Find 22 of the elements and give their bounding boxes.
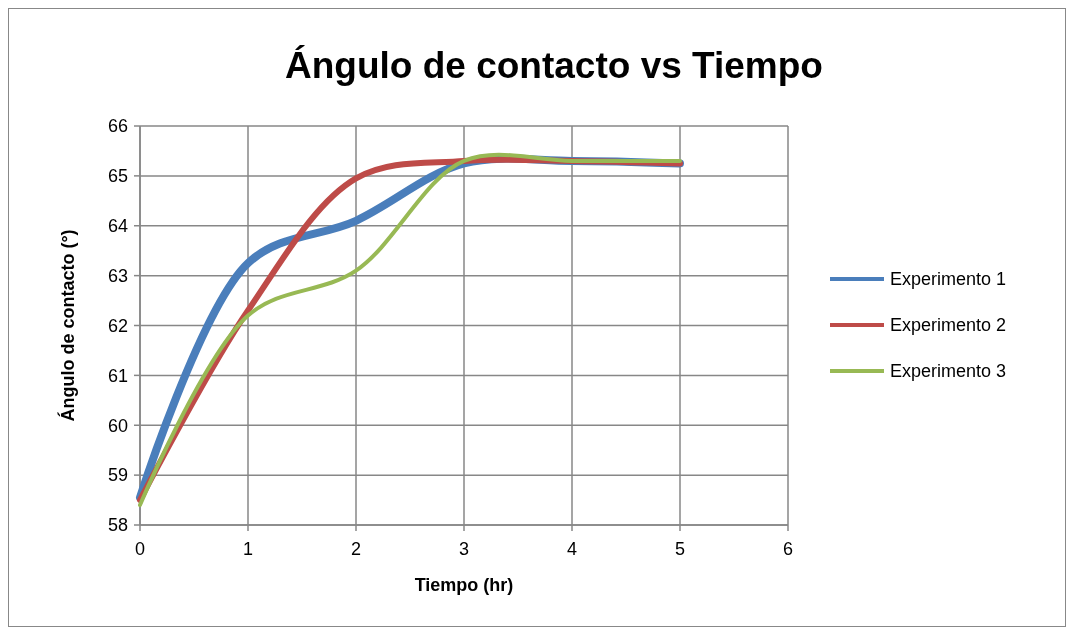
- x-tick-label: 4: [566, 539, 578, 559]
- y-tick-label: 65: [107, 166, 128, 187]
- x-tick-label: 0: [134, 539, 146, 559]
- x-axis-title: Tiempo (hr): [414, 575, 514, 595]
- x-tick-label: 1: [242, 539, 254, 559]
- legend-label: Experimento 1: [890, 269, 1007, 290]
- y-tick-label: 61: [107, 365, 128, 386]
- x-tick-label: 5: [674, 539, 686, 559]
- x-tick-label: 6: [782, 539, 794, 559]
- y-tick-label: 62: [107, 315, 128, 336]
- chart-title: Ángulo de contacto vs Tiempo: [285, 45, 823, 86]
- x-tick-label: 2: [350, 539, 362, 559]
- y-tick-label: 59: [107, 465, 128, 486]
- y-tick-label: 60: [107, 415, 128, 436]
- y-tick-label: 64: [107, 216, 128, 237]
- legend-label: Experimento 3: [890, 361, 1007, 382]
- y-tick-label: 66: [107, 116, 128, 137]
- y-axis-title: Ángulo de contacto (°): [57, 229, 78, 422]
- x-tick-label: 3: [458, 539, 470, 559]
- y-tick-label: 63: [107, 265, 128, 286]
- y-tick-label: 58: [107, 515, 128, 536]
- legend-label: Experimento 2: [890, 315, 1007, 336]
